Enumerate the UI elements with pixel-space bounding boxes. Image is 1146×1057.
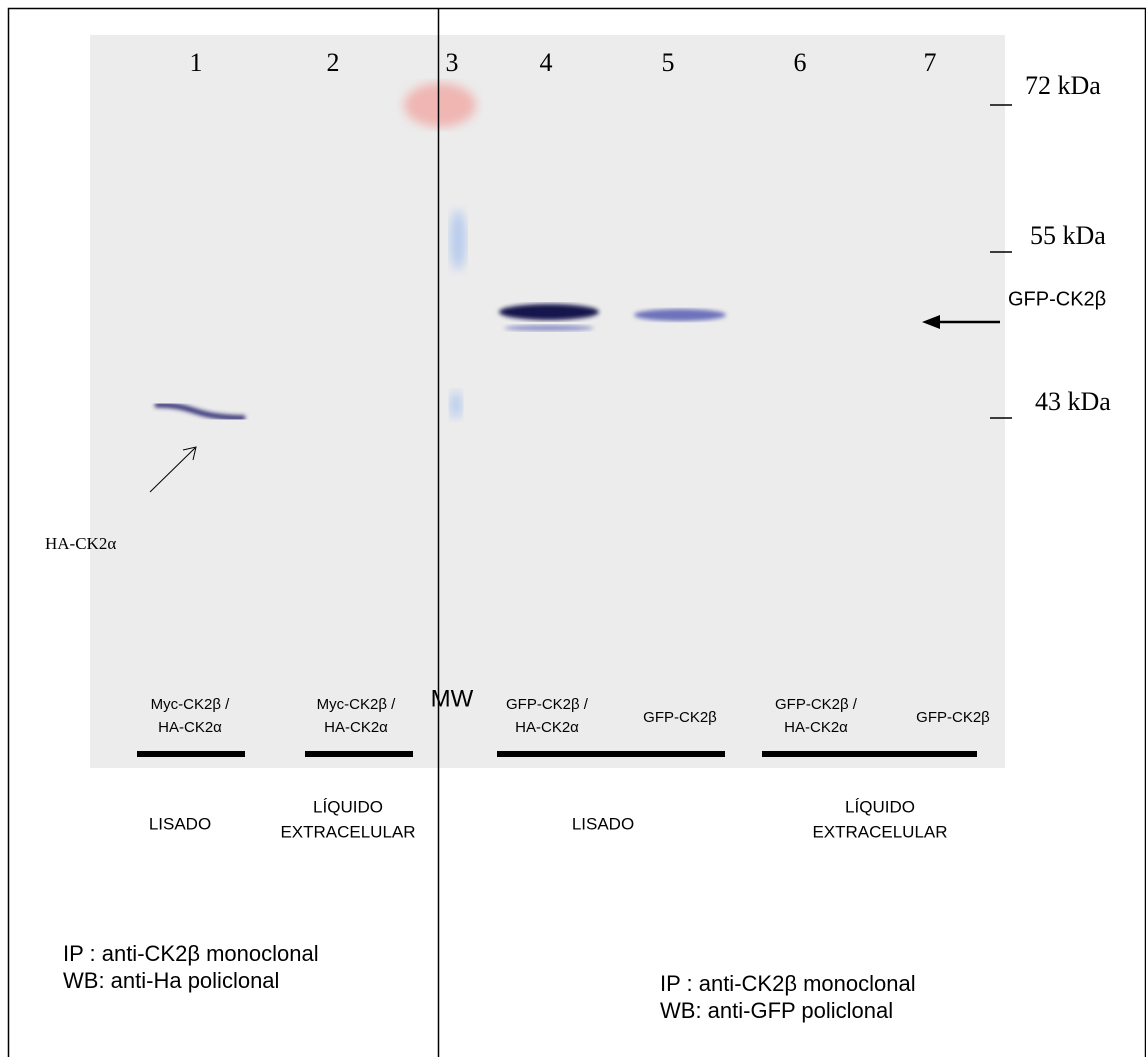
- group-label: LÍQUIDO: [845, 797, 915, 816]
- gel: [90, 35, 1005, 768]
- lane-label: HA-CK2α: [515, 719, 579, 736]
- ladder-band: [450, 391, 462, 419]
- marker-label: 43 kDa: [1035, 387, 1111, 416]
- band: [504, 325, 594, 331]
- condition: IP : anti-CK2β monoclonal: [660, 971, 916, 996]
- lane-label: HA-CK2α: [324, 719, 388, 736]
- lane-number: 3: [446, 48, 459, 77]
- lane-number: 5: [662, 48, 675, 77]
- lane-label: Myc-CK2β /: [317, 696, 396, 713]
- condition: WB: anti-GFP policlonal: [660, 998, 893, 1023]
- ladder-band: [450, 210, 466, 270]
- lane-label: HA-CK2α: [784, 719, 848, 736]
- group-label: LISADO: [572, 814, 634, 833]
- lane-number: 4: [540, 48, 553, 77]
- lane-label: GFP-CK2β: [916, 709, 990, 726]
- lane-label: GFP-CK2β: [643, 709, 717, 726]
- lane-number: 2: [327, 48, 340, 77]
- marker-label: 72 kDa: [1025, 71, 1101, 100]
- group-label: EXTRACELULAR: [280, 822, 415, 841]
- lane-label: GFP-CK2β /: [506, 696, 589, 713]
- lane-label: HA-CK2α: [158, 719, 222, 736]
- band-label: GFP-CK2β: [1008, 288, 1106, 310]
- lane-label: GFP-CK2β /: [775, 696, 858, 713]
- band: [634, 309, 726, 321]
- condition: IP : anti-CK2β monoclonal: [63, 941, 319, 966]
- lane-number: 7: [924, 48, 937, 77]
- lane-number: 6: [794, 48, 807, 77]
- group-label: LÍQUIDO: [313, 797, 383, 816]
- lane-label: Myc-CK2β /: [151, 696, 230, 713]
- band-label: HA-CK2α: [45, 534, 116, 553]
- group-label: LISADO: [149, 814, 211, 833]
- group-label: EXTRACELULAR: [812, 822, 947, 841]
- lane-number: 1: [190, 48, 203, 77]
- figure: 1 2 3 4 5 6 7 72 kDa 55 kDa 43 kDa GFP-C…: [0, 0, 1146, 1057]
- mw-label: MW: [431, 685, 474, 712]
- marker-label: 55 kDa: [1030, 221, 1106, 250]
- condition: WB: anti-Ha policlonal: [63, 968, 279, 993]
- ladder-band: [404, 83, 476, 127]
- band: [499, 304, 599, 320]
